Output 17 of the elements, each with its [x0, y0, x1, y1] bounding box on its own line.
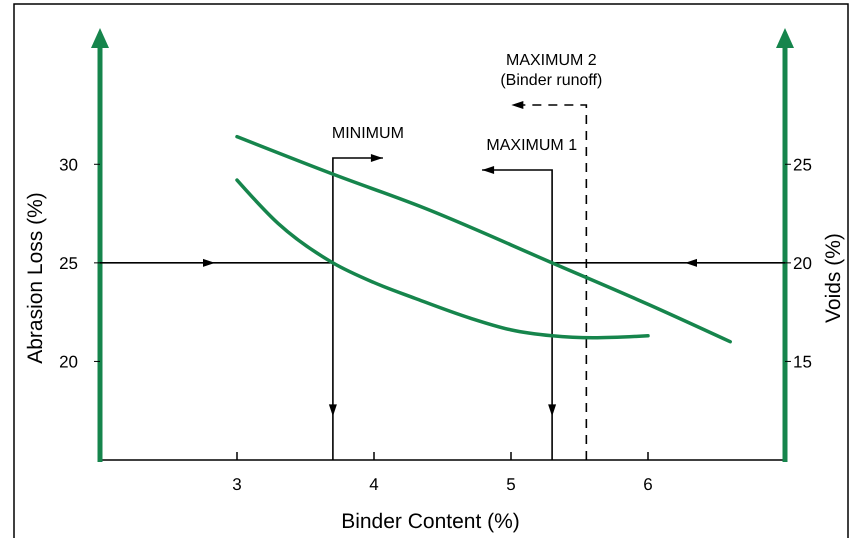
x-tick-label: 4 — [369, 475, 379, 494]
y2-tick-label: 25 — [793, 155, 812, 174]
ref-line-label: MAXIMUM 2 (Binder runoff) — [500, 52, 602, 89]
x-axis-title: Binder Content (%) — [341, 510, 520, 533]
x-tick-label: 6 — [643, 475, 653, 494]
ref-line-label: MAXIMUM 1 — [486, 137, 578, 154]
ref-line-label: MINIMUM — [332, 125, 404, 142]
y-axis-title: Abrasion Loss (%) — [24, 192, 47, 364]
y2-tick-label: 15 — [793, 352, 812, 372]
y-tick-label: 25 — [59, 254, 78, 273]
y2-tick-label: 20 — [793, 254, 812, 273]
y2-axis-title: Voids (%) — [822, 233, 845, 323]
x-tick-label: 5 — [506, 475, 516, 494]
y-tick-label: 20 — [59, 352, 78, 372]
y-tick-label: 30 — [59, 155, 78, 174]
x-tick-label: 3 — [232, 475, 242, 494]
line-series — [235, 178, 650, 340]
